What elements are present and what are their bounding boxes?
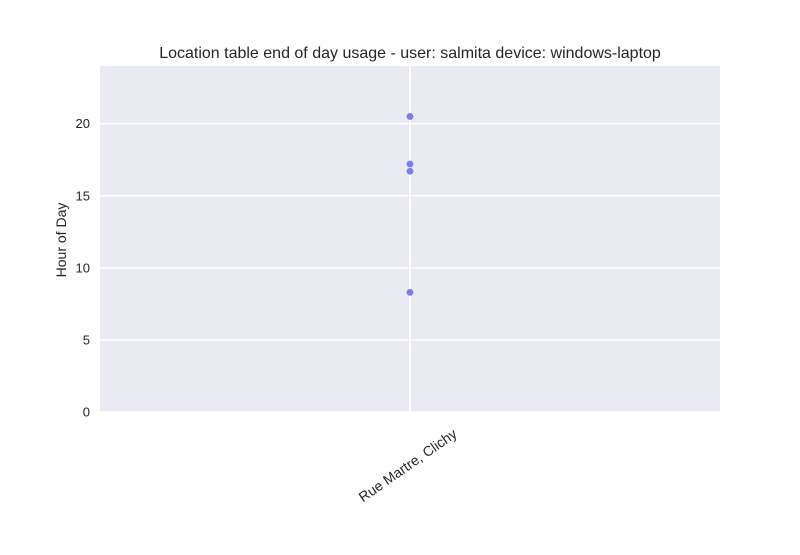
data-point	[406, 167, 414, 175]
x-tick-labels: Rue Martre, Clichy	[356, 425, 460, 505]
y-axis-label: Hour of Day	[53, 203, 69, 278]
data-point	[406, 160, 414, 168]
grid-lines	[100, 66, 720, 413]
data-point	[406, 288, 414, 296]
y-tick-label: 10	[76, 260, 90, 275]
y-tick-labels: 0 5 10 15 20	[76, 116, 90, 419]
data-points	[406, 113, 414, 296]
y-tick-label: 5	[83, 332, 90, 347]
x-tick-label: Rue Martre, Clichy	[356, 425, 460, 505]
y-tick-label: 20	[76, 116, 90, 131]
y-tick-label: 0	[83, 405, 90, 420]
data-point	[406, 113, 414, 120]
y-tick-label: 15	[76, 188, 90, 203]
chart-title: Location table end of day usage - user: …	[159, 45, 661, 62]
